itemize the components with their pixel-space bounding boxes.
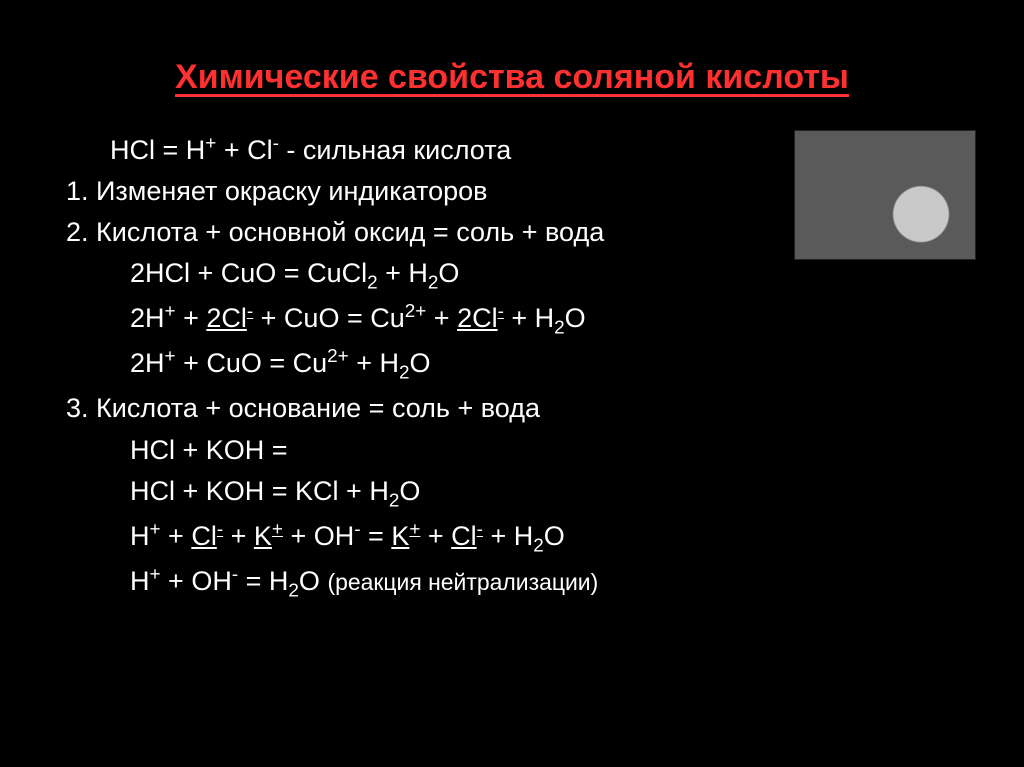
sup: 2+ — [327, 346, 349, 367]
text: + — [223, 521, 254, 551]
text: Cl — [191, 521, 217, 551]
text: + Cl — [216, 135, 272, 165]
equation-dissociation: HCl = H+ + Cl- - сильная кислота — [66, 130, 984, 171]
text: + — [426, 303, 457, 333]
reaction-3b: HCl + KOH = KCl + H2O — [66, 471, 984, 516]
sup: + — [272, 519, 283, 540]
text: + H — [504, 303, 554, 333]
text: H — [130, 566, 150, 596]
text: 2Cl — [206, 303, 247, 333]
point-3: 3. Кислота + основание = соль + вода — [66, 388, 984, 429]
text: K — [254, 521, 272, 551]
slide-title: Химические свойства соляной кислоты — [0, 0, 1024, 97]
reaction-3a: HCl + KOH = — [66, 430, 984, 471]
sub: 2 — [399, 363, 410, 384]
text: + OH — [283, 521, 354, 551]
text: O — [299, 566, 328, 596]
text: 2H — [130, 348, 165, 378]
sub: 2 — [389, 490, 400, 511]
sub: 2 — [367, 272, 378, 293]
sub: 2 — [288, 580, 299, 601]
point-1: 1. Изменяет окраску индикаторов — [66, 171, 984, 212]
sup: + — [165, 346, 176, 367]
text: HCl = H — [110, 135, 205, 165]
reaction-2c: 2H+ + CuO = Cu2+ + H2O — [66, 343, 984, 388]
text: 2HCl + CuO = CuCl — [130, 258, 367, 288]
text: - сильная кислота — [279, 135, 511, 165]
sup: + — [165, 301, 176, 322]
text: HCl + KOH = KCl + H — [130, 476, 389, 506]
text: + CuO = Cu — [176, 348, 328, 378]
slide: Химические свойства соляной кислоты HCl … — [0, 0, 1024, 767]
sup: + — [205, 133, 216, 154]
slide-content: HCl = H+ + Cl- - сильная кислота 1. Изме… — [66, 130, 984, 606]
text: 2H — [130, 303, 165, 333]
text: O — [544, 521, 565, 551]
text: K — [391, 521, 409, 551]
text: O — [399, 476, 420, 506]
text: O — [565, 303, 586, 333]
note: (реакция нейтрализации) — [327, 569, 598, 595]
sup: + — [150, 519, 161, 540]
sub: 2 — [554, 318, 565, 339]
text: 2Cl — [457, 303, 498, 333]
text: Cl — [451, 521, 477, 551]
sup: 2+ — [405, 301, 427, 322]
text: H — [130, 521, 150, 551]
reaction-3c: H+ + Cl- + K+ + OH- = K+ + Cl- + H2O — [66, 516, 984, 561]
sub: 2 — [533, 535, 544, 556]
text: + H — [483, 521, 533, 551]
reaction-3d: H+ + OH- = H2O (реакция нейтрализации) — [66, 561, 984, 606]
sup: + — [150, 564, 161, 585]
text: + H — [349, 348, 399, 378]
reaction-2a: 2HCl + CuO = CuCl2 + H2O — [66, 253, 984, 298]
text: = H — [238, 566, 288, 596]
sup: + — [409, 519, 420, 540]
text: + — [161, 521, 192, 551]
sub: 2 — [428, 272, 439, 293]
reaction-2b: 2H+ + 2Cl- + CuO = Cu2+ + 2Cl- + H2O — [66, 298, 984, 343]
text: + H — [378, 258, 428, 288]
text: = — [361, 521, 392, 551]
text: O — [438, 258, 459, 288]
text: O — [409, 348, 430, 378]
text: + OH — [161, 566, 232, 596]
text: + CuO = Cu — [253, 303, 405, 333]
point-2: 2. Кислота + основной оксид = соль + вод… — [66, 212, 984, 253]
text: + — [176, 303, 207, 333]
text: + — [420, 521, 451, 551]
